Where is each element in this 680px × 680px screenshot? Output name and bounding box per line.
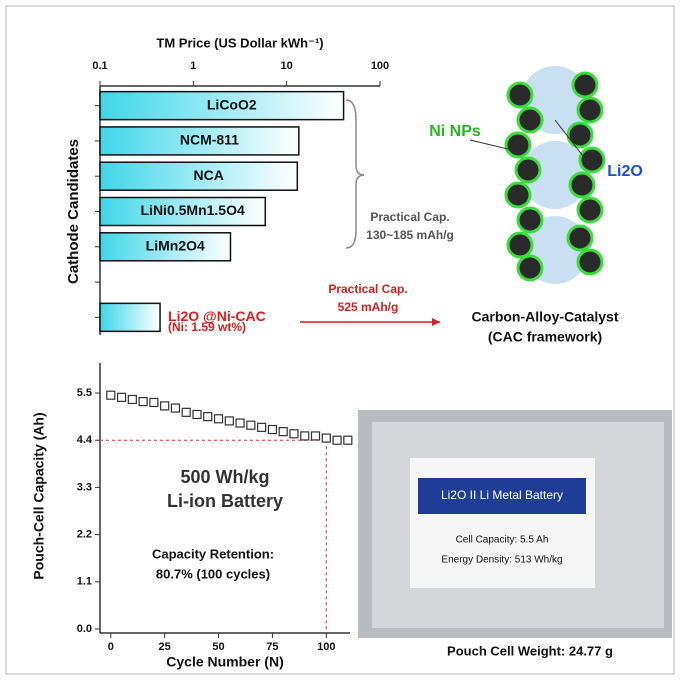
data-point [171, 404, 179, 412]
x-tick-label: 25 [159, 641, 171, 653]
x-tick-label: 100 [317, 641, 335, 653]
figure: Practical Cap. 130~185 mAh/g Practical C… [0, 0, 680, 680]
data-point [268, 426, 276, 434]
y-tick-label: 0.0 [77, 623, 92, 635]
y-tick-label: 5.5 [77, 387, 92, 399]
annotation: 525 mAh/g [338, 300, 399, 314]
photo-text: Cell Capacity: 5.5 Ah [456, 535, 549, 546]
x-tick-label: 0 [108, 641, 114, 653]
annotation: Practical Cap. [328, 282, 407, 296]
data-point [301, 432, 309, 440]
data-point [204, 413, 212, 421]
annotation: Li-ion Battery [167, 491, 283, 511]
x-axis-label: Cycle Number (N) [166, 654, 283, 670]
data-point [139, 398, 147, 406]
photo-label: Li2O II Li Metal Battery [441, 488, 563, 502]
x-tick-label: 1 [190, 60, 196, 72]
diagram-label: Ni NPs [429, 123, 481, 140]
pouch-cell-photo [358, 410, 672, 638]
y-axis-label: Pouch-Cell Capacity (Ah) [31, 412, 47, 579]
data-point [193, 410, 201, 418]
y-tick-label: 1.1 [77, 576, 92, 588]
data-point [333, 436, 341, 444]
x-tick-label: 50 [212, 641, 224, 653]
bar-label: LiCoO2 [207, 96, 257, 112]
data-point [182, 408, 190, 416]
data-point [258, 423, 266, 431]
bar-label: NCA [193, 167, 223, 183]
data-point [290, 430, 298, 438]
brace [346, 100, 364, 248]
data-point [312, 432, 320, 440]
annotation: Practical Cap. [370, 210, 449, 224]
data-point [128, 395, 136, 403]
x-tick-label: 0.1 [92, 60, 107, 72]
diagram-caption: (CAC framework) [488, 329, 602, 345]
annotation: 80.7% (100 cycles) [156, 566, 270, 581]
x-tick-label: 100 [371, 60, 389, 72]
cac-diagram [506, 66, 604, 284]
bar-label: Li2O @Ni-CAC [168, 308, 266, 324]
data-point [247, 421, 255, 429]
diagram-caption: Carbon-Alloy-Catalyst [471, 309, 618, 325]
y-tick-label: 2.2 [77, 529, 92, 541]
data-point [225, 417, 233, 425]
chart-title: TM Price (US Dollar kWh⁻¹) [156, 35, 323, 50]
arrow-head [432, 318, 440, 326]
data-point [118, 393, 126, 401]
data-point [161, 402, 169, 410]
photo-caption: Pouch Cell Weight: 24.77 g [447, 643, 613, 658]
data-point [344, 436, 352, 444]
data-point [107, 391, 115, 399]
y-tick-label: 3.3 [77, 481, 92, 493]
data-point [150, 398, 158, 406]
data-point [236, 419, 244, 427]
bar [100, 303, 160, 331]
x-tick-label: 75 [266, 641, 278, 653]
diagram-label: Li2O [607, 163, 643, 180]
y-tick-label: 4.4 [77, 434, 93, 446]
data-point [215, 415, 223, 423]
data-point [322, 434, 330, 442]
x-tick-label: 10 [281, 60, 293, 72]
annotation: 130~185 mAh/g [366, 228, 454, 242]
annotation: Capacity Retention: [152, 546, 274, 561]
data-point [279, 428, 287, 436]
bar-label: NCM-811 [180, 132, 239, 148]
y-axis-label: Cathode Candidates [65, 139, 82, 284]
bar-label: LiMn2O4 [146, 237, 205, 253]
bar-label: LiNi0.5Mn1.5O4 [141, 202, 245, 218]
annotation: 500 Wh/kg [180, 467, 269, 487]
photo-text: Energy Density: 513 Wh/kg [441, 555, 562, 566]
